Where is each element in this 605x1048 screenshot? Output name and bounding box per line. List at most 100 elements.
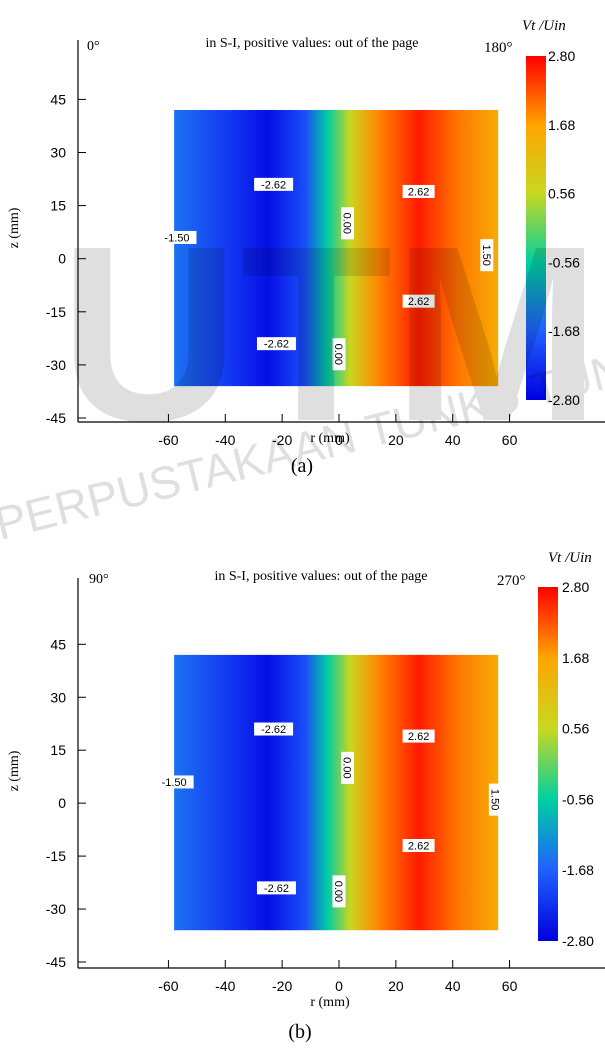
axes-b [77, 578, 605, 969]
svg-text:0.00: 0.00 [341, 213, 353, 234]
colorbar-tick-label: -0.56 [562, 791, 594, 807]
svg-text:0.00: 0.00 [332, 344, 344, 365]
colorbar-tick-label: -1.68 [548, 323, 580, 339]
x-tick-label: 60 [502, 432, 518, 448]
contour-label: 0.00 [341, 207, 355, 240]
y-axis-label: z (mm) [7, 750, 22, 791]
contour-label: -2.62 [254, 177, 294, 191]
x-tick-label: 0 [335, 432, 343, 448]
watermark: UTM PERPUSTAKAAN TUNKU TUN AMINAH [0, 194, 605, 550]
contour-label: 2.62 [402, 184, 435, 198]
svg-text:2.62: 2.62 [408, 731, 429, 743]
y-ticks-a: 45 30 15 0 -15 -30 -45 [46, 91, 86, 426]
colorbar-tick-label: 1.68 [548, 117, 575, 133]
colorbar-tick-label: -2.80 [548, 392, 580, 408]
x-tick-label: -60 [158, 978, 178, 994]
contour-label: -2.62 [256, 337, 296, 351]
colorbar-ticks-b: 2.80 1.68 0.56 -0.56 -1.68 -2.80 [562, 579, 594, 949]
contour-label: -1.50 [157, 230, 197, 244]
y-tick-label: 45 [50, 636, 66, 652]
svg-text:1.50: 1.50 [480, 244, 492, 265]
y-ticks-b: 45 30 15 0 -15 -30 -45 [46, 636, 86, 970]
angle-label-left: 0° [87, 39, 100, 54]
svg-text:-2.62: -2.62 [261, 724, 286, 736]
panel-caption-b: (b) [288, 1021, 311, 1043]
colorbar-tick-label: 1.68 [562, 650, 589, 666]
colorbar-tick-label: -2.80 [562, 933, 594, 949]
y-tick-label: -30 [46, 357, 66, 373]
svg-text:2.62: 2.62 [408, 841, 429, 853]
colorbar-a: 2.80 1.68 0.56 -0.56 -1.68 -2.80 [526, 48, 580, 408]
svg-text:2.62: 2.62 [408, 296, 429, 308]
chart-title: in S-I, positive values: out of the page [205, 36, 418, 51]
axes-a [77, 40, 605, 423]
angle-label-left: 90° [89, 572, 109, 587]
svg-text:-2.62: -2.62 [264, 883, 289, 895]
y-tick-label: -45 [46, 954, 66, 970]
chart-title: in S-I, positive values: out of the page [214, 569, 427, 584]
y-tick-label: -15 [46, 848, 66, 864]
colorbar-title: Vt /Uin [548, 550, 592, 566]
contour-label: 2.62 [402, 839, 435, 853]
watermark-logo-text: UTM [59, 194, 601, 473]
colorbar-title: Vt /Uin [522, 18, 566, 34]
colorbar-tick-label: 2.80 [562, 579, 589, 595]
svg-text:-1.50: -1.50 [164, 232, 189, 244]
contour-label: -2.62 [254, 722, 294, 736]
colorbar-ticks-a: 2.80 1.68 0.56 -0.56 -1.68 -2.80 [548, 48, 580, 408]
y-tick-label: 15 [50, 742, 66, 758]
angle-label-right: 270° [497, 573, 526, 589]
x-axis-label: r (mm) [310, 995, 350, 1010]
contour-label: 2.62 [402, 294, 435, 308]
y-tick-label: 45 [50, 91, 66, 107]
x-tick-label: 20 [388, 978, 404, 994]
panel-caption-a: (a) [291, 455, 313, 477]
angle-label-right: 180° [484, 40, 513, 56]
y-tick-label: 0 [58, 795, 66, 811]
colorbar-tick-label: 2.80 [548, 48, 575, 64]
contour-label: 0.00 [341, 751, 355, 784]
x-tick-label: -40 [215, 432, 235, 448]
y-tick-label: -30 [46, 901, 66, 917]
contour-labels-a: -2.62 -1.50 -2.62 0.00 0.00 2.62 2.62 1.50 [157, 177, 494, 371]
y-tick-label: 30 [50, 145, 66, 161]
svg-text:2.62: 2.62 [408, 186, 429, 198]
y-tick-label: 0 [58, 251, 66, 267]
colorbar-gradient [538, 587, 558, 941]
contour-label: 1.50 [488, 783, 502, 816]
y-tick-label: 15 [50, 198, 66, 214]
contour-label: 1.50 [480, 239, 494, 272]
x-tick-label: -20 [272, 978, 292, 994]
x-tick-label: -20 [272, 432, 292, 448]
contour-label: -2.62 [256, 881, 296, 895]
x-tick-label: 40 [445, 978, 461, 994]
colorbar-tick-label: -0.56 [548, 254, 580, 270]
y-tick-label: 30 [50, 689, 66, 705]
svg-text:1.50: 1.50 [488, 789, 500, 810]
x-tick-label: 20 [388, 432, 404, 448]
colorbar-tick-label: 0.56 [548, 186, 575, 202]
contour-label: 2.62 [402, 729, 435, 743]
contour-labels-b: -2.62 -1.50 -2.62 0.00 0.00 2.62 2.62 1.50 [154, 722, 502, 908]
svg-text:0.00: 0.00 [332, 881, 344, 902]
contour-label: 0.00 [332, 875, 346, 908]
svg-text:0.00: 0.00 [341, 757, 353, 778]
y-tick-label: -15 [46, 304, 66, 320]
y-axis-label: z (mm) [7, 207, 22, 248]
svg-text:-2.62: -2.62 [264, 339, 289, 351]
x-tick-label: 40 [445, 432, 461, 448]
colorbar-gradient [526, 56, 546, 400]
colorbar-b: 2.80 1.68 0.56 -0.56 -1.68 -2.80 [538, 579, 594, 949]
x-ticks-a: -60 -40 -20 0 20 40 60 [158, 414, 518, 448]
colorbar-tick-label: 0.56 [562, 721, 589, 737]
x-ticks-b: -60 -40 -20 0 20 40 60 [158, 960, 518, 994]
contour-label: -1.50 [154, 775, 194, 789]
colorbar-tick-label: -1.68 [562, 862, 594, 878]
x-tick-label: 60 [502, 978, 518, 994]
svg-text:-1.50: -1.50 [162, 777, 187, 789]
x-tick-label: -40 [215, 978, 235, 994]
y-tick-label: -45 [46, 410, 66, 426]
x-axis-label: r (mm) [310, 431, 350, 446]
